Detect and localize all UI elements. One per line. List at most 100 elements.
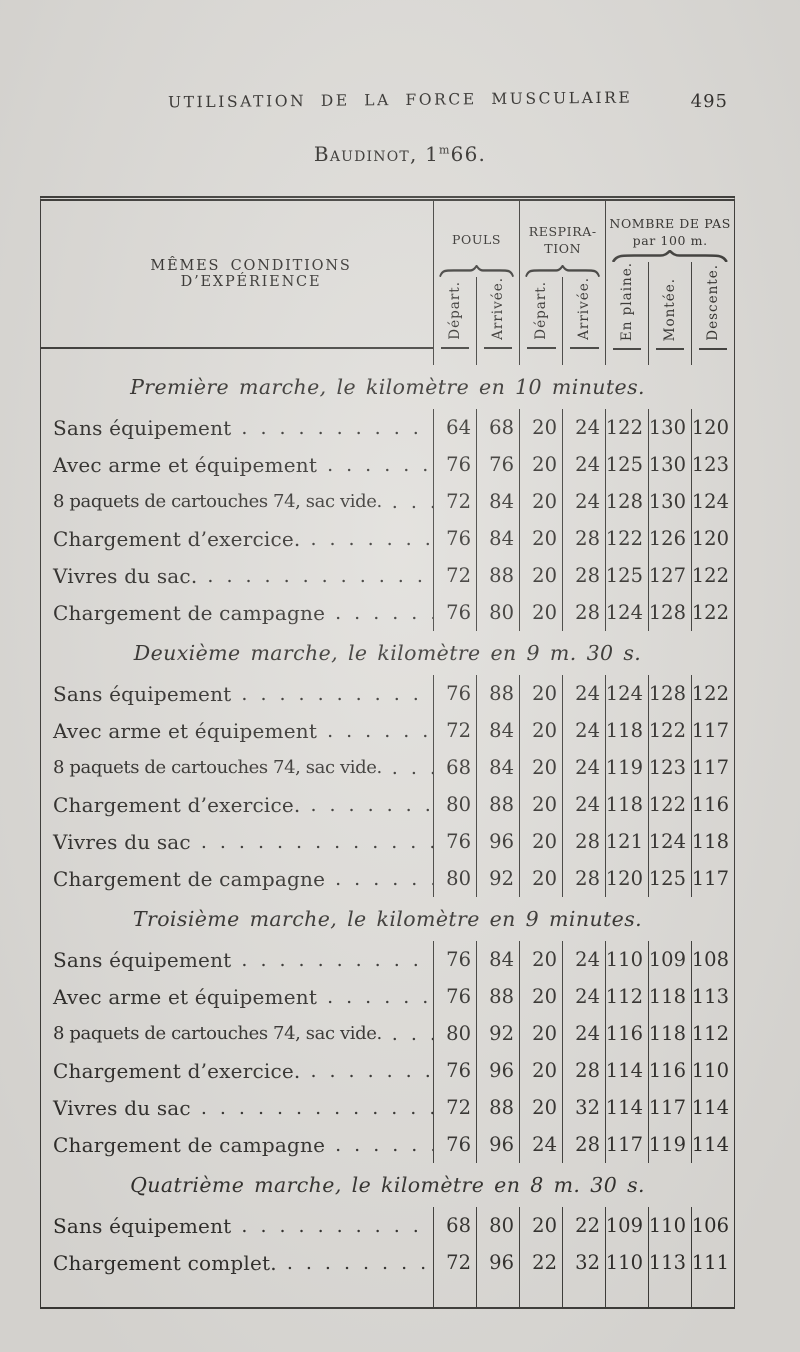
cell-value: 122 <box>649 786 692 823</box>
row-label: 8 paquets de cartouches 74, sac vide....… <box>41 483 434 520</box>
cell-value: 24 <box>520 1126 563 1163</box>
brace-icon <box>520 265 605 278</box>
column-header: Descente. <box>692 262 734 351</box>
spacer-cell <box>692 1281 734 1307</box>
table-row: Avec arme et équipement.................… <box>41 712 734 749</box>
row-label-text: Avec arme et équipement <box>53 718 318 743</box>
cell-value: 119 <box>649 1126 692 1163</box>
spacer-cell <box>563 1281 606 1307</box>
cell-value: 92 <box>477 1015 520 1052</box>
spacer-cell <box>692 349 734 365</box>
row-label: Sans équipement......................... <box>41 1207 434 1244</box>
cell-value: 116 <box>606 1015 649 1052</box>
cell-value: 110 <box>606 941 649 978</box>
row-label-text: 8 paquets de cartouches 74, sac vide. <box>53 491 382 512</box>
group-title-line: NOMBRE DE PAS <box>609 216 731 231</box>
cell-value: 32 <box>563 1244 606 1281</box>
row-label-text: Chargement de campagne <box>53 1132 326 1157</box>
cell-value: 118 <box>649 978 692 1015</box>
spacer-cell <box>606 1281 649 1307</box>
cell-value: 127 <box>649 557 692 594</box>
cell-value: 28 <box>563 1126 606 1163</box>
cell-value: 106 <box>691 1214 729 1237</box>
cell-value: 76 <box>434 823 477 860</box>
cell-value: 22 <box>563 1207 606 1244</box>
table-row: Chargement de campagne..................… <box>41 860 734 897</box>
row-label: Sans équipement......................... <box>41 409 434 446</box>
cell-value: 84 <box>477 520 520 557</box>
cell-value: 88 <box>477 557 520 594</box>
cell-value: 80 <box>434 860 477 897</box>
spacer-cell <box>563 349 606 365</box>
cell-value: 120 <box>691 416 729 439</box>
table-row: Sans équipement.........................… <box>41 409 734 446</box>
row-label-text: Sans équipement <box>53 415 232 440</box>
column-label: Arrivée. <box>576 277 593 340</box>
cell-value: 28 <box>563 860 606 897</box>
cell-value: 109 <box>649 941 692 978</box>
column-label: Descente. <box>705 264 722 341</box>
cell-value: 76 <box>434 1052 477 1089</box>
cell-value: 72 <box>434 1244 477 1281</box>
cell-value: 28 <box>563 594 606 631</box>
row-label: Vivres du sac......................... <box>41 823 434 860</box>
table-row: Sans équipement.........................… <box>41 1207 734 1244</box>
cell-value: 76 <box>434 675 477 712</box>
table-row: Avec arme et équipement.................… <box>41 978 734 1015</box>
cell-value: 68 <box>434 1207 477 1244</box>
table-row: Vivres du sac..........................7… <box>41 557 734 594</box>
cell-value: 117 <box>691 756 729 779</box>
row-label-text: Sans équipement <box>53 947 232 972</box>
cell-value: 118 <box>606 712 649 749</box>
leader-dots: ......................... <box>391 756 433 779</box>
rule-spacer-row <box>41 349 734 365</box>
table-row: Chargement d’exercice...................… <box>41 786 734 823</box>
section-title: Première marche, le kilomètre en 10 minu… <box>130 375 645 399</box>
row-label-text: Chargement complet. <box>53 1250 277 1275</box>
cell-value: 20 <box>520 675 563 712</box>
cell-value: 76 <box>434 978 477 1015</box>
cell-value: 116 <box>691 793 729 816</box>
row-label: Chargement d’exercice...................… <box>41 520 434 557</box>
leader-dots: ......................... <box>335 1133 433 1156</box>
cell-value: 124 <box>606 675 649 712</box>
cell-value: 114 <box>691 1096 729 1119</box>
row-label-text: Chargement d’exercice. <box>53 1058 301 1083</box>
cell-value: 117 <box>606 1126 649 1163</box>
cell-value: 84 <box>477 483 520 520</box>
cell-value: 20 <box>520 786 563 823</box>
group-title-line: POULS <box>452 232 502 248</box>
leader-dots: ......................... <box>327 719 433 742</box>
row-label: Avec arme et équipement.................… <box>41 446 434 483</box>
cell-value: 128 <box>649 594 692 631</box>
cell-value: 88 <box>477 978 520 1015</box>
header-group: POULS Départ. Arrivée. <box>434 201 521 349</box>
cell-value: 80 <box>434 1015 477 1052</box>
cell-value: 68 <box>477 409 520 446</box>
table-row: Chargement complet......................… <box>41 1244 734 1281</box>
cell-value: 28 <box>563 520 606 557</box>
leader-dots: ......................... <box>241 416 433 439</box>
table-row: Chargement d’exercice...................… <box>41 1052 734 1089</box>
brace-icon <box>606 249 734 262</box>
row-label: Avec arme et équipement.................… <box>41 978 434 1015</box>
table-row: Sans équipement.........................… <box>41 941 734 978</box>
cell-value: 28 <box>563 1052 606 1089</box>
cell-value: 72 <box>434 483 477 520</box>
subtitle: Baudinot, 1m66. <box>0 142 800 166</box>
cell-value: 20 <box>520 1207 563 1244</box>
cell-value: 24 <box>563 1015 606 1052</box>
cell-value: 122 <box>691 682 729 705</box>
row-label-text: 8 paquets de cartouches 74, sac vide. <box>53 1023 382 1044</box>
row-label-text: Chargement de campagne <box>53 866 326 891</box>
cell-value: 20 <box>520 483 563 520</box>
cell-value: 110 <box>649 1207 692 1244</box>
column-header: Départ. <box>520 277 564 349</box>
cell-value: 84 <box>477 712 520 749</box>
row-label: Chargement complet......................… <box>41 1244 434 1281</box>
cell-value: 20 <box>520 520 563 557</box>
cell-value: 123 <box>649 749 692 786</box>
cell-value: 112 <box>606 978 649 1015</box>
row-label: Chargement de campagne..................… <box>41 860 434 897</box>
page-number: 495 <box>690 91 728 112</box>
